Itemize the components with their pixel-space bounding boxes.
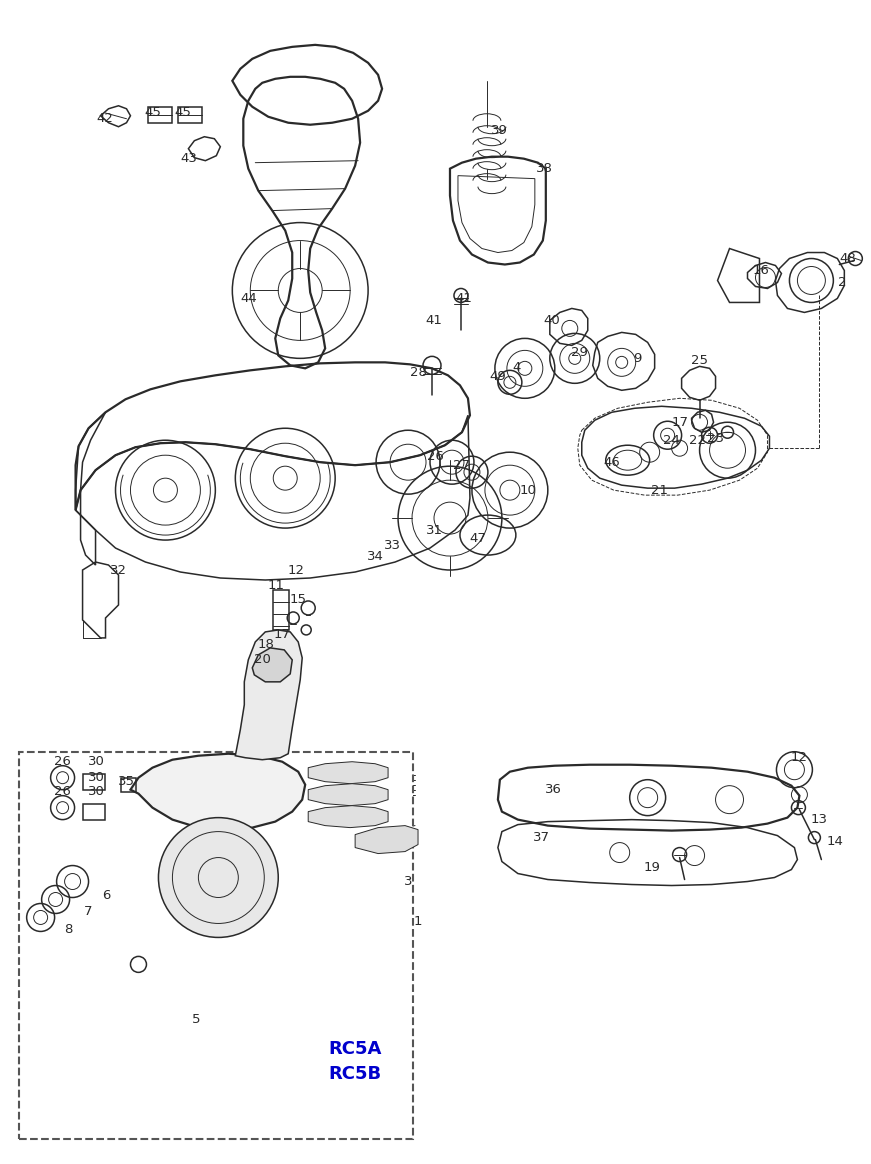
Text: 38: 38 (537, 162, 553, 175)
Text: 39: 39 (491, 125, 509, 137)
Text: 45: 45 (144, 106, 161, 119)
Text: 35: 35 (118, 775, 135, 788)
Text: 24: 24 (663, 434, 680, 447)
Text: 34: 34 (367, 549, 383, 562)
Text: 26: 26 (427, 449, 443, 463)
Text: 26: 26 (54, 755, 71, 768)
Text: 30: 30 (88, 755, 105, 768)
Polygon shape (308, 805, 388, 828)
Text: 29: 29 (571, 346, 588, 359)
Text: 17: 17 (672, 416, 688, 428)
Text: 30: 30 (88, 786, 105, 799)
Polygon shape (131, 754, 305, 830)
Text: 4: 4 (513, 361, 521, 374)
Text: 28: 28 (409, 365, 427, 378)
Text: 26: 26 (54, 786, 71, 799)
Polygon shape (355, 825, 418, 853)
Text: 17: 17 (273, 629, 291, 641)
Text: 48: 48 (839, 253, 855, 265)
Text: 42: 42 (96, 112, 113, 126)
Text: 18: 18 (258, 638, 274, 652)
Text: 45: 45 (174, 106, 191, 119)
Text: 9: 9 (633, 352, 642, 364)
Bar (83, 803, 105, 819)
Text: 43: 43 (180, 152, 197, 165)
Text: 15: 15 (290, 594, 307, 606)
Bar (179, 107, 202, 122)
Text: 7: 7 (84, 904, 93, 918)
Text: 14: 14 (827, 835, 844, 849)
Text: 16: 16 (753, 264, 770, 277)
Text: 25: 25 (691, 354, 708, 367)
Bar (148, 107, 172, 122)
Text: 2: 2 (838, 276, 847, 289)
Text: 8: 8 (64, 923, 73, 936)
Text: 19: 19 (643, 861, 660, 874)
Text: 27: 27 (454, 459, 470, 471)
Text: 44: 44 (240, 292, 257, 305)
Text: 41: 41 (456, 292, 472, 305)
Text: 11: 11 (267, 580, 285, 592)
Text: 20: 20 (253, 653, 271, 666)
Text: 5: 5 (192, 1013, 200, 1025)
Circle shape (159, 817, 278, 937)
Text: 47: 47 (469, 532, 486, 545)
Text: 31: 31 (426, 524, 442, 537)
Text: 23: 23 (707, 432, 724, 445)
Text: 46: 46 (604, 455, 620, 469)
Text: 32: 32 (110, 563, 127, 576)
Text: 6: 6 (102, 889, 111, 902)
Text: 49: 49 (490, 370, 506, 383)
Polygon shape (308, 783, 388, 805)
Polygon shape (235, 630, 302, 760)
Text: 30: 30 (88, 772, 105, 785)
Text: RC5A: RC5A (328, 1041, 381, 1058)
Text: 33: 33 (383, 539, 401, 552)
Text: 3: 3 (404, 875, 412, 888)
Bar (273, 590, 289, 630)
Text: 13: 13 (811, 814, 828, 826)
Text: 21: 21 (652, 484, 668, 497)
Polygon shape (253, 648, 293, 682)
Text: 36: 36 (545, 783, 563, 796)
Text: 41: 41 (426, 314, 442, 327)
Text: 12: 12 (791, 751, 808, 765)
Bar (83, 774, 105, 789)
Text: 1: 1 (414, 915, 422, 928)
Text: 10: 10 (519, 484, 537, 497)
Text: 22: 22 (689, 434, 706, 447)
Bar (120, 778, 137, 792)
Text: RC5B: RC5B (328, 1065, 381, 1084)
Bar (18, 752, 413, 1140)
Text: 40: 40 (544, 314, 560, 327)
Text: 37: 37 (533, 831, 550, 844)
Text: 12: 12 (287, 563, 305, 576)
Polygon shape (308, 761, 388, 783)
